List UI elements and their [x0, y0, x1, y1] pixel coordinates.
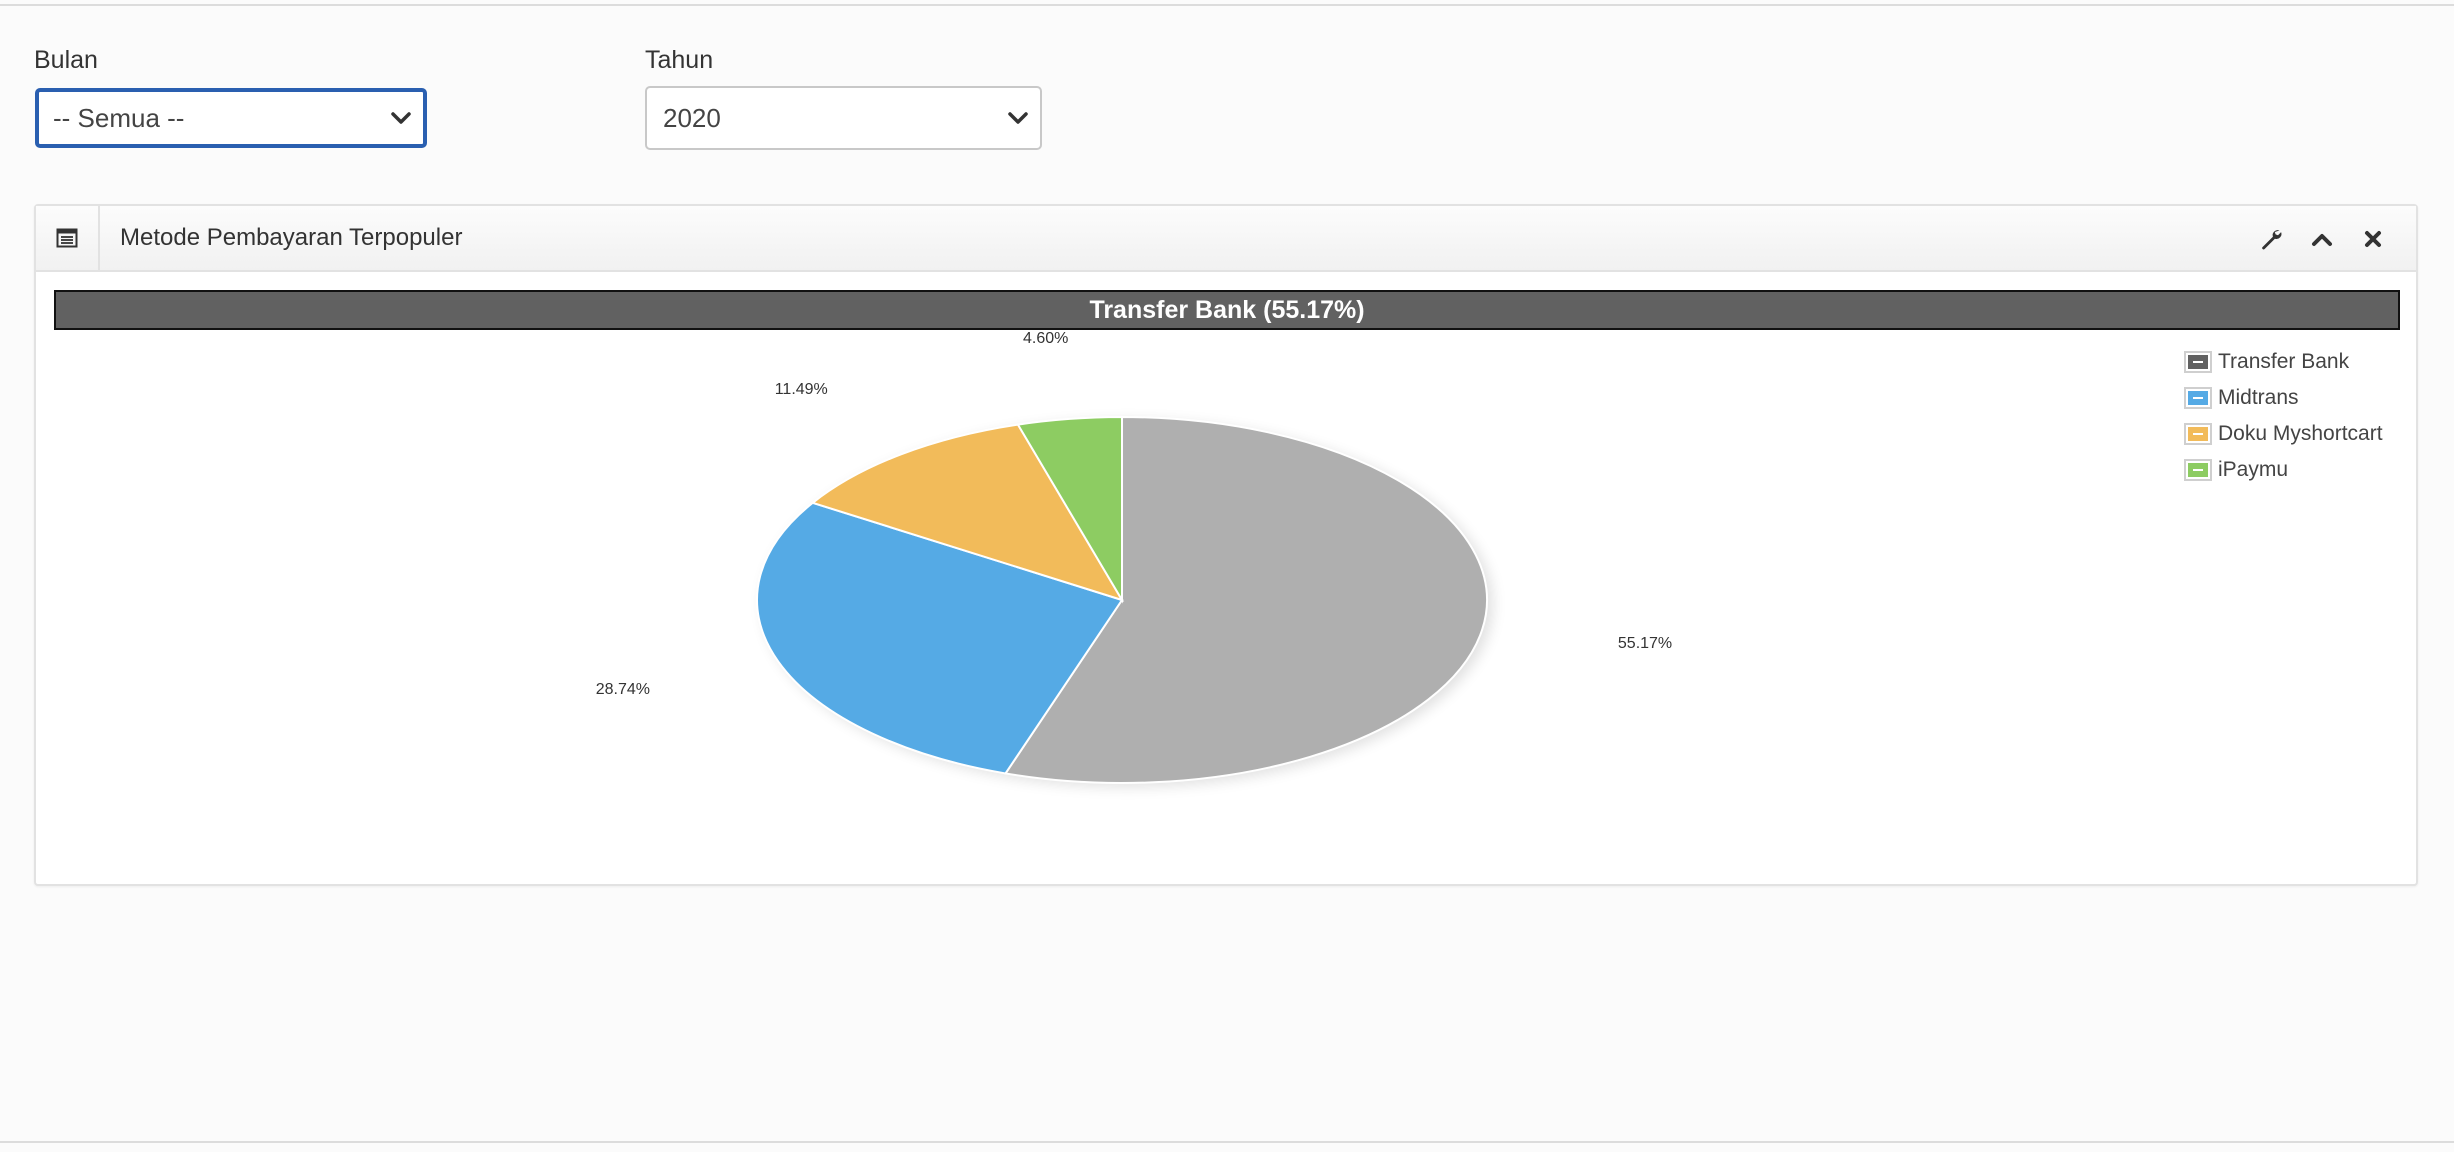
panel-title: Metode Pembayaran Terpopuler [120, 224, 463, 251]
legend-label: Doku Myshortcart [2218, 422, 2383, 445]
bottom-divider [0, 1141, 2454, 1143]
year-filter-label: Tahun [645, 46, 714, 74]
legend-label: Midtrans [2218, 386, 2299, 409]
panel-header: Metode Pembayaran Terpopuler [36, 206, 2416, 272]
panel-header-icon-cell [36, 206, 100, 270]
legend-item-midtrans[interactable]: Midtrans [2184, 380, 2383, 416]
month-select-value: -- Semua -- [53, 102, 185, 133]
legend-swatch-ipaymu [2188, 463, 2208, 477]
legend-item-transfer-bank[interactable]: Transfer Bank [2184, 344, 2383, 380]
year-select[interactable]: 2020 [645, 86, 1042, 150]
legend-label: iPaymu [2218, 458, 2289, 481]
pie-slice-midtrans[interactable] [756, 501, 1124, 775]
year-select-value: 2020 [663, 102, 721, 133]
chart-legend: Transfer Bank Midtrans Doku Myshortcart … [2184, 344, 2383, 488]
close-icon [2365, 231, 2381, 247]
legend-item-ipaymu[interactable]: iPaymu [2184, 452, 2383, 488]
month-select[interactable]: -- Semua -- [35, 88, 427, 148]
pie-slice-transfer-bank[interactable] [1003, 415, 1488, 784]
wrench-icon [2262, 230, 2282, 250]
pie-data-label-ipaymu: 4.60% [1023, 330, 1068, 347]
pie-data-label-doku-myshortcart: 11.49% [775, 381, 828, 398]
chevron-down-icon [1008, 112, 1028, 124]
pie-slice-doku-myshortcart[interactable] [810, 423, 1125, 602]
list-icon [56, 228, 78, 248]
close-button[interactable] [2358, 224, 2388, 254]
chevron-down-icon [391, 112, 411, 124]
pie-chart: 55.17% 28.74% 11.49% 4.60% [596, 330, 1672, 787]
legend-item-doku-myshortcart[interactable]: Doku Myshortcart [2184, 416, 2383, 452]
legend-label: Transfer Bank [2218, 350, 2350, 373]
legend-swatch-transfer-bank [2188, 355, 2208, 369]
pie-slice-ipaymu[interactable] [1016, 415, 1123, 604]
month-filter-label: Bulan [34, 46, 98, 74]
collapse-button[interactable] [2307, 224, 2337, 254]
legend-swatch-doku-myshortcart [2188, 427, 2208, 441]
payment-methods-panel: Metode Pembayaran Terpopuler Transfer Ba… [34, 204, 2418, 886]
pie-data-label-transfer-bank: 55.17% [1618, 635, 1672, 652]
settings-button[interactable] [2256, 224, 2286, 254]
chevron-up-icon [2312, 234, 2332, 246]
legend-swatch-midtrans [2188, 391, 2208, 405]
chart-title: Transfer Bank (55.17%) [54, 290, 2400, 330]
top-divider [0, 4, 2454, 6]
pie-data-label-midtrans: 28.74% [596, 681, 650, 698]
